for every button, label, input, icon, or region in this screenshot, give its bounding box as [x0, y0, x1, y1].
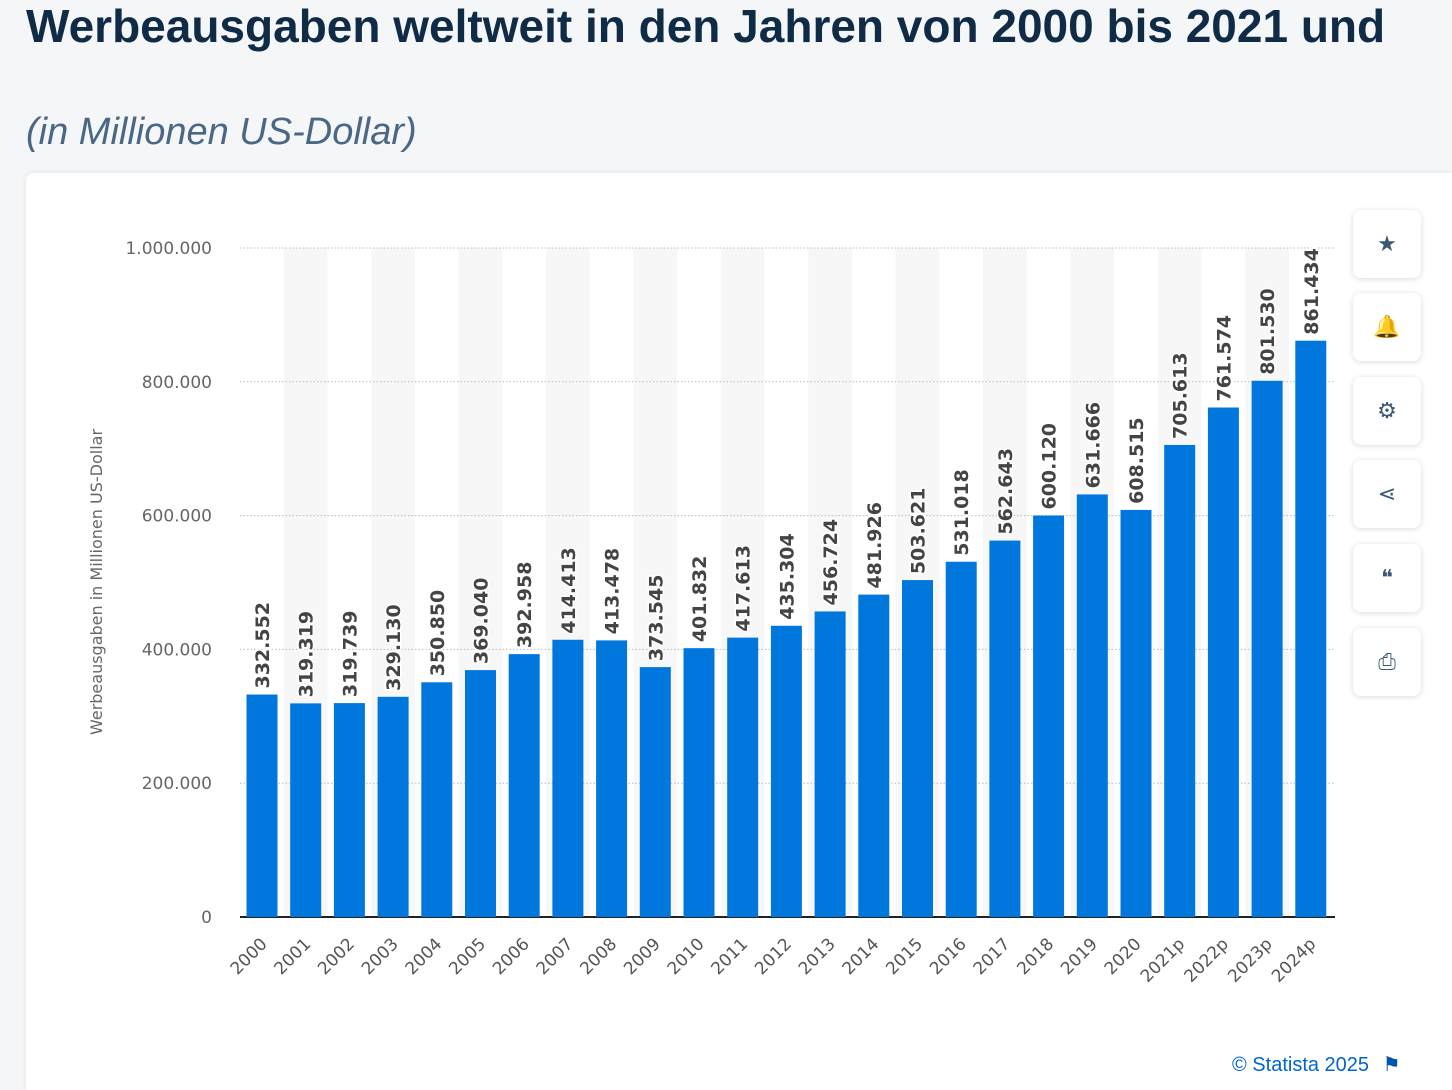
x-tick-label: 2014	[839, 934, 884, 979]
y-axis-label: Werbeausgaben in Millionen US-Dollar	[87, 429, 106, 735]
share-icon: ⋖	[1377, 481, 1397, 506]
star-button[interactable]: ★	[1353, 210, 1421, 278]
bar	[1120, 509, 1152, 917]
data-label: 401.832	[689, 556, 711, 643]
x-tick-label: 2013	[795, 934, 840, 979]
data-label: 414.413	[558, 547, 580, 634]
bar	[552, 639, 584, 917]
data-label: 332.552	[252, 602, 274, 689]
x-tick-label: 2022p	[1181, 934, 1233, 986]
x-tick-label: 2000	[227, 934, 272, 979]
x-tick-label: 2002	[314, 934, 359, 979]
x-tick-label: 2001	[271, 934, 316, 979]
x-tick-label: 2010	[664, 934, 709, 979]
data-label: 481.926	[864, 502, 886, 589]
bell-button[interactable]: 🔔	[1353, 293, 1421, 361]
x-tick-label: 2019	[1057, 934, 1102, 979]
bar	[945, 561, 977, 917]
data-label: 562.643	[995, 448, 1017, 535]
bar	[377, 696, 409, 917]
bar	[989, 540, 1021, 917]
credit-text: © Statista 2025	[1232, 1054, 1370, 1076]
data-label: 329.130	[383, 604, 405, 691]
bar	[858, 594, 890, 917]
data-label: 631.666	[1082, 402, 1104, 489]
x-tick-label: 2007	[533, 934, 578, 979]
data-label: 600.120	[1039, 423, 1061, 510]
page-subtitle: (in Millionen US-Dollar)	[26, 111, 417, 153]
x-tick-label: 2021p	[1137, 934, 1189, 986]
x-tick-label: 2004	[402, 934, 447, 979]
x-tick-label: 2018	[1013, 934, 1058, 979]
x-tick-label: 2012	[751, 934, 796, 979]
bar	[1076, 494, 1108, 917]
print-button[interactable]: ⎙	[1353, 628, 1421, 696]
y-tick-label: 600.000	[142, 507, 212, 527]
data-label: 531.018	[951, 469, 973, 556]
y-tick-label: 1.000.000	[125, 239, 212, 259]
data-label: 373.545	[645, 575, 667, 662]
x-tick-label: 2015	[882, 934, 927, 979]
y-tick-label: 200.000	[142, 774, 212, 794]
data-label: 350.850	[427, 590, 449, 677]
bar	[1164, 444, 1196, 917]
bar	[1033, 515, 1065, 917]
data-label: 861.434	[1301, 248, 1323, 335]
bar	[770, 625, 802, 917]
bar	[596, 640, 628, 917]
x-tick-label: 2023p	[1224, 934, 1276, 986]
bar	[246, 694, 278, 917]
bar	[683, 648, 715, 917]
x-tick-label: 2005	[445, 934, 490, 979]
x-tick-label: 2016	[926, 934, 971, 979]
data-label: 319.739	[339, 611, 361, 698]
bar	[333, 703, 365, 917]
x-tick-label: 2011	[708, 934, 753, 979]
data-label: 456.724	[820, 519, 842, 606]
bar	[1295, 340, 1327, 917]
y-tick-label: 0	[201, 908, 212, 928]
y-tick-label: 800.000	[142, 373, 212, 393]
bar	[508, 654, 540, 917]
y-tick-label: 400.000	[142, 640, 212, 660]
page-title: Werbeausgaben weltweit in den Jahren von…	[26, 0, 1386, 52]
bar	[727, 637, 759, 917]
print-icon: ⎙	[1378, 649, 1396, 674]
data-label: 392.958	[514, 562, 536, 649]
share-button[interactable]: ⋖	[1353, 460, 1421, 528]
data-label: 369.040	[471, 578, 493, 665]
x-tick-label: 2008	[576, 934, 621, 979]
data-label: 417.613	[733, 545, 755, 632]
bar	[290, 703, 322, 917]
star-icon: ★	[1377, 231, 1397, 256]
bar	[902, 580, 933, 917]
x-tick-label: 2009	[620, 934, 665, 979]
data-label: 608.515	[1126, 417, 1148, 504]
data-label: 503.621	[908, 488, 930, 575]
quote-button[interactable]: ❝	[1353, 544, 1421, 612]
bar	[814, 611, 846, 917]
bell-icon: 🔔	[1373, 314, 1401, 339]
statista-credit[interactable]: © Statista 2025 ⚑	[1232, 1052, 1401, 1077]
bar	[1251, 380, 1283, 917]
x-tick-label: 2006	[489, 934, 534, 979]
flag-icon[interactable]: ⚑	[1382, 1054, 1401, 1076]
gear-icon: ⚙	[1377, 398, 1397, 423]
data-label: 705.613	[1170, 352, 1192, 439]
data-label: 413.478	[602, 548, 624, 635]
bar	[465, 670, 496, 917]
bar	[1207, 407, 1239, 917]
bar	[421, 682, 453, 917]
quote-icon: ❝	[1381, 565, 1393, 590]
data-label: 761.574	[1213, 315, 1235, 402]
x-tick-label: 2017	[970, 934, 1015, 979]
x-tick-label: 2024p	[1268, 934, 1320, 986]
data-label: 319.319	[296, 611, 318, 698]
data-label: 435.304	[776, 533, 798, 620]
x-tick-label: 2003	[358, 934, 403, 979]
gear-button[interactable]: ⚙	[1353, 377, 1421, 445]
data-label: 801.530	[1257, 288, 1279, 375]
bar	[639, 667, 671, 917]
